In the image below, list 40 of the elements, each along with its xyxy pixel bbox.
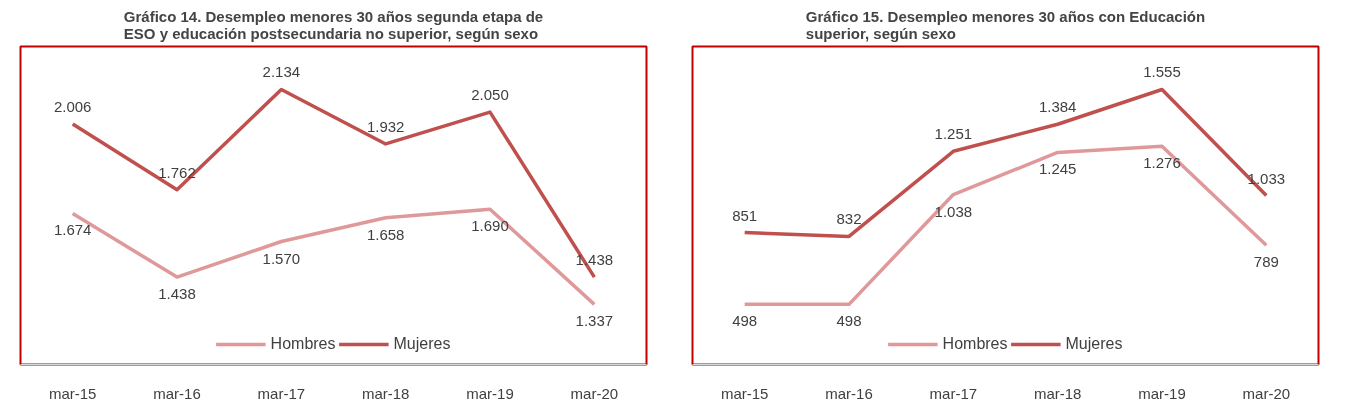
legend-label: Hombres (942, 335, 1008, 353)
x-tick-label: mar-15 (720, 384, 769, 402)
data-label: 498 (732, 312, 758, 330)
data-label: 1.932 (366, 117, 405, 135)
data-label: 1.658 (366, 225, 405, 243)
data-label: 832 (836, 210, 862, 228)
data-label: 789 (1253, 253, 1279, 271)
x-tick-label: mar-20 (570, 384, 619, 402)
x-tick-label: mar-17 (929, 384, 978, 402)
data-label: 1.555 (1143, 63, 1181, 81)
data-label: 1.337 (575, 312, 614, 330)
x-tick-label: mar-17 (257, 384, 306, 402)
data-label: 851 (732, 206, 758, 224)
chart-title: Gráfico 14. Desempleo menores 30 años segunda etapa de ESO y educación postsecundaria no superior, según sexo (123, 7, 544, 42)
data-label: 498 (836, 312, 862, 330)
x-tick-label: mar-18 (1033, 384, 1082, 402)
data-label: 1.276 (1143, 154, 1181, 172)
data-label: 2.006 (53, 97, 92, 115)
chart-title: Gráfico 15. Desempleo menores 30 años con Educación superior, según sexo (805, 7, 1206, 42)
legend-label: Mujeres (1065, 335, 1123, 353)
x-tick-label: mar-19 (466, 384, 514, 402)
data-label: 1.438 (158, 285, 196, 303)
data-label: 1.384 (1038, 98, 1077, 116)
x-tick-label: mar-19 (1138, 384, 1186, 402)
x-tick-label: mar-15 (48, 384, 97, 402)
data-label: 1.245 (1038, 160, 1077, 178)
data-label: 1.038 (934, 202, 973, 220)
legend-label: Hombres (270, 335, 336, 353)
data-label: 1.251 (934, 125, 973, 143)
legend-label: Mujeres (393, 335, 451, 353)
x-tick-label: mar-20 (1242, 384, 1291, 402)
x-tick-label: mar-16 (153, 384, 201, 402)
data-label: 2.134 (262, 63, 301, 81)
data-label: 1.674 (53, 221, 92, 239)
data-label: 1.762 (158, 163, 196, 181)
data-label: 2.050 (471, 86, 509, 104)
x-tick-label: mar-18 (361, 384, 410, 402)
data-label: 1.570 (262, 249, 301, 267)
data-label: 1.690 (471, 217, 509, 235)
x-tick-label: mar-16 (825, 384, 873, 402)
